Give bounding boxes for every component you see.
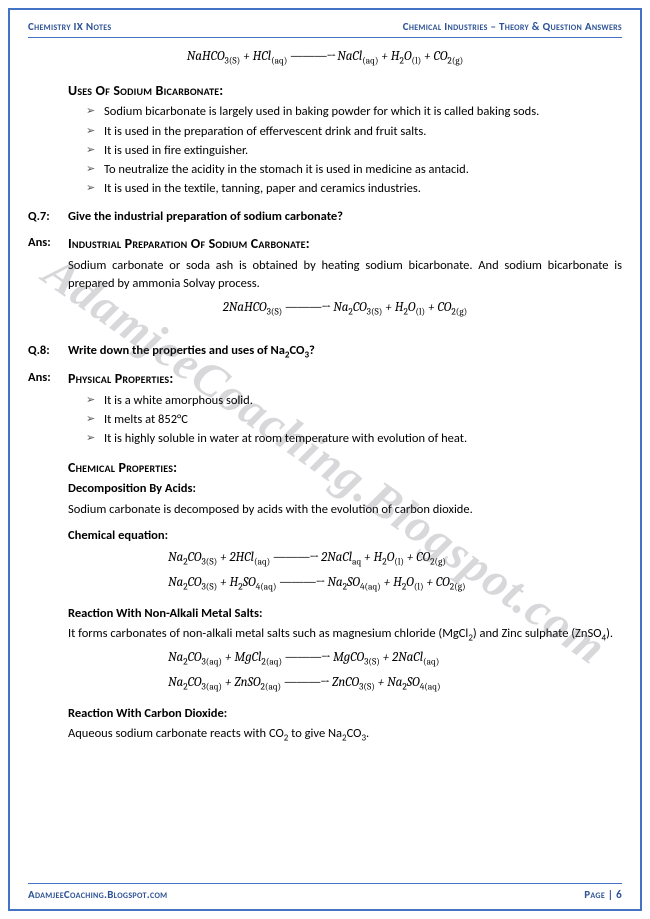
question-7: Q.7: Give the industrial preparation of … <box>28 208 622 226</box>
txt: Write down the properties and uses of Na <box>68 343 285 358</box>
q-label: Q.7: <box>28 208 68 226</box>
q-label: Q.8: <box>28 342 68 362</box>
co2-heading: Reaction With Carbon Dioxide: <box>68 705 622 723</box>
equation-2: 2NaHCO3(S) ———→ Na2CO3(S) + H2O(l) + CO2… <box>68 299 622 320</box>
phys-list: It is a white amorphous solid. It melts … <box>68 392 622 448</box>
list-item: It is highly soluble in water at room te… <box>86 430 622 448</box>
eq-sub: (l) <box>412 57 422 67</box>
eq-term: CO <box>434 49 448 64</box>
nonalkali-heading: Reaction With Non-Alkali Metal Salts: <box>68 605 622 623</box>
txt: It forms carbonates of non-alkali metal … <box>68 626 468 641</box>
txt: ). <box>606 626 613 641</box>
page-footer: AdamjeeCoaching.Blogspot.com Page | 6 <box>28 883 622 901</box>
q-text: Give the industrial preparation of sodiu… <box>68 208 622 226</box>
arrow-icon: ———→ <box>290 49 337 64</box>
chem-heading: Chemical Properties: <box>68 458 622 478</box>
phys-heading: Physical Properties: <box>68 369 622 389</box>
eq-op: + <box>421 49 433 64</box>
list-item: It is used in the textile, tanning, pape… <box>86 180 622 198</box>
page-container: AdamjeeCoaching.Blogspot.com Chemistry I… <box>8 8 642 911</box>
txt: ? <box>309 343 315 358</box>
header-right: Chemical Industries – Theory & Question … <box>403 20 622 33</box>
list-item: To neutralize the acidity in the stomach… <box>86 161 622 179</box>
question-8: Q.8: Write down the properties and uses … <box>28 342 622 362</box>
uses-list: Sodium bicarbonate is largely used in ba… <box>68 103 622 198</box>
list-item: Sodium bicarbonate is largely used in ba… <box>86 103 622 121</box>
nonalkali-para: It forms carbonates of non-alkali metal … <box>68 625 622 645</box>
chemeq-heading: Chemical equation: <box>68 527 622 545</box>
list-item: It melts at 852°C <box>86 411 622 429</box>
eq-sub: 2(g) <box>447 57 463 67</box>
q-text: Write down the properties and uses of Na… <box>68 342 622 362</box>
txt: to give Na <box>288 726 342 741</box>
equation-1: NaHCO3(S) + HCl(aq) ———→ NaCl(aq) + H2O(… <box>28 48 622 69</box>
equation-6: Na2CO3(aq) + ZnSO2(aq) ———→ ZnCO3(S) + N… <box>68 674 622 695</box>
decomp-heading: Decomposition By Acids: <box>68 480 622 498</box>
eq-term: NaHCO <box>187 49 225 64</box>
eq-op: + <box>240 49 252 64</box>
txt: Aqueous sodium carbonate reacts with CO <box>68 726 284 741</box>
equation-3: Na2CO3(S) + 2HCl(aq) ———→ 2NaClaq + H2O(… <box>68 549 622 570</box>
eq-sub: (aq) <box>271 57 287 67</box>
equation-5: Na2CO3(aq) + MgCl2(aq) ———→ MgCO3(S) + 2… <box>68 649 622 670</box>
list-item: It is used in the preparation of efferve… <box>86 123 622 141</box>
co2-para: Aqueous sodium carbonate reacts with CO2… <box>68 725 622 745</box>
txt: ) and Zinc sulphate (ZnSO <box>473 626 602 641</box>
footer-left: AdamjeeCoaching.Blogspot.com <box>28 888 167 901</box>
ans-label: Ans: <box>28 369 68 746</box>
equation-4: Na2CO3(S) + H2SO4(aq) ———→ Na2SO4(aq) + … <box>68 574 622 595</box>
decomp-para: Sodium carbonate is decomposed by acids … <box>68 501 622 519</box>
list-item: It is a white amorphous solid. <box>86 392 622 410</box>
eq-sub: (aq) <box>362 57 378 67</box>
answer-8: Ans: Physical Properties: It is a white … <box>28 369 622 746</box>
uses-heading: Uses Of Sodium Bicarbonate: <box>68 81 622 101</box>
header-left: Chemistry IX Notes <box>28 20 111 33</box>
answer-7: Ans: Industrial Preparation Of Sodium Ca… <box>28 234 622 332</box>
eq-term: H <box>391 49 400 64</box>
ans-label: Ans: <box>28 234 68 332</box>
page-content: NaHCO3(S) + HCl(aq) ———→ NaCl(aq) + H2O(… <box>28 48 622 747</box>
eq-term: O <box>404 49 412 64</box>
page-header: Chemistry IX Notes Chemical Industries –… <box>28 20 622 38</box>
eq-term: NaCl <box>337 49 362 64</box>
txt: . <box>366 726 369 741</box>
txt: CO <box>289 343 304 358</box>
eq-sub: 3(S) <box>225 57 241 67</box>
eq-op: + <box>378 49 390 64</box>
ans7-heading: Industrial Preparation Of Sodium Carbona… <box>68 234 622 254</box>
txt: CO <box>347 726 362 741</box>
eq-term: HCl <box>253 49 272 64</box>
list-item: It is used in fire extinguisher. <box>86 142 622 160</box>
ans7-para: Sodium carbonate or soda ash is obtained… <box>68 257 622 293</box>
footer-right: Page | 6 <box>584 888 622 901</box>
